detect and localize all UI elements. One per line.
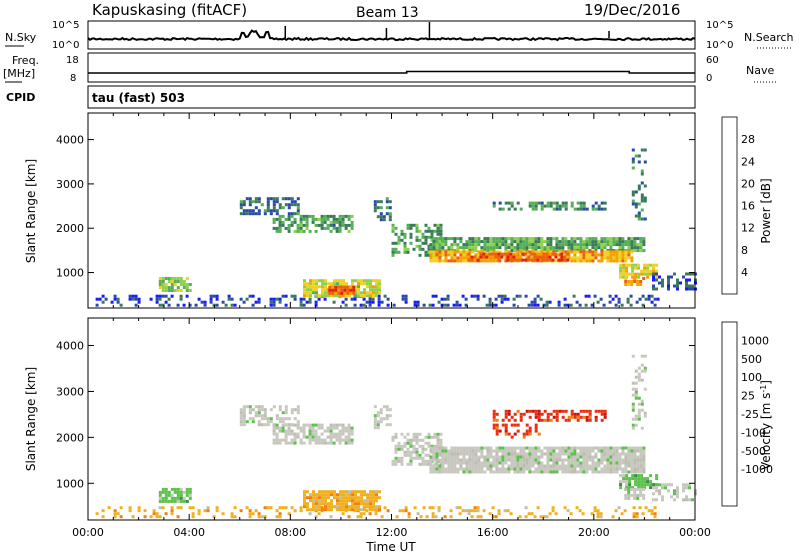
power-echo-region — [239, 197, 300, 216]
velocity-echo-region — [158, 487, 192, 503]
power-echo-region — [492, 201, 607, 211]
x-tick-label: 12:00 — [376, 526, 408, 539]
y-tick-label: 3000 — [56, 385, 84, 398]
power-axes: 1000 2000 3000 4000 — [56, 113, 696, 308]
power-ylabel: Slant Range [km] — [24, 159, 38, 263]
noise-left-tick-top: 10^5 — [52, 20, 79, 31]
freq-tick-top: 18 — [66, 55, 79, 66]
velocity-echo-region — [391, 432, 443, 466]
y-tick-label: 2000 — [56, 222, 84, 235]
colorbar-tick-label: -25 — [741, 408, 759, 421]
velocity-axes: 1000 2000 3000 4000 — [56, 318, 696, 520]
power-echo-region — [391, 223, 443, 257]
date-title: 19/Dec/2016 — [584, 1, 680, 19]
power-echo-region — [272, 214, 354, 233]
x-tick-label: 08:00 — [274, 526, 306, 539]
beam-title: Beam 13 — [356, 5, 419, 21]
cpid-strip: CPID tau (fast) 503 — [6, 85, 696, 109]
noise-sky-trace — [87, 29, 696, 42]
velocity-echo-region — [373, 405, 392, 430]
velocity-echo-region — [272, 423, 354, 445]
x-tick-label: 04:00 — [173, 526, 205, 539]
colorbar-tick-label: 24 — [741, 155, 755, 168]
power-echo-region — [619, 263, 659, 279]
colorbar-tick-label: -500 — [741, 445, 766, 458]
freq-unit-label: [MHz] — [3, 67, 35, 80]
velocity-data-layer — [95, 354, 697, 519]
cpid-text: tau (fast) 503 — [92, 91, 185, 105]
y-tick-label: 4000 — [56, 340, 84, 353]
cpid-label: CPID — [6, 91, 35, 104]
y-tick-label: 1000 — [56, 267, 84, 280]
velocity-colorbar: 1000 500 100 25 -25 -100 -500 -1000 — [721, 321, 773, 507]
power-echo-region — [158, 277, 192, 292]
y-tick-label: 1000 — [56, 477, 84, 490]
colorbar-tick-label: 20 — [741, 177, 755, 190]
velocity-ylabel: Slant Range [km] — [24, 367, 38, 471]
power-echo-region — [467, 252, 570, 262]
y-tick-label: 2000 — [56, 431, 84, 444]
velocity-echo-region — [624, 487, 646, 500]
colorbar-tick-label: -1000 — [741, 463, 773, 476]
power-panel: 1000 2000 3000 4000 Slant Range [km] 4 8 12 16… — [24, 112, 773, 309]
power-echo-region — [429, 237, 646, 253]
velocity-echo-region — [429, 446, 646, 474]
time-axis-label: Time UT — [365, 540, 416, 554]
colorbar-tick-label: -100 — [741, 426, 766, 439]
x-tick-label: 16:00 — [477, 526, 509, 539]
nave-tick-top: 60 — [706, 55, 719, 66]
time-axis: 00:00 04:00 08:00 12:00 16:00 20:00 00:00 — [72, 526, 711, 539]
colorbar-tick-label: 1000 — [741, 334, 769, 347]
velocity-echo-region — [631, 354, 647, 430]
colorbar-tick-label: 100 — [741, 371, 762, 384]
colorbar-tick-label: 8 — [741, 244, 748, 257]
colorbar-tick-label: 28 — [741, 133, 755, 146]
velocity-echo-region — [619, 474, 659, 490]
power-colorbar: 4 8 12 16 20 24 28 — [721, 116, 755, 295]
y-tick-label: 4000 — [56, 134, 84, 147]
freq-tick-bottom: 8 — [70, 73, 76, 84]
noise-search-label: N.Search — [744, 31, 794, 44]
noise-sky-label: N.Sky — [5, 31, 37, 44]
velocity-panel: 1000 2000 3000 4000 Slant Range [km] 1000 50… — [24, 317, 774, 521]
colorbar-tick-label: 4 — [741, 266, 748, 279]
power-echo-region — [631, 148, 647, 221]
colorbar-tick-label: 12 — [741, 222, 755, 235]
power-colorbar-label: Power [dB] — [759, 178, 773, 243]
power-data-layer — [95, 148, 697, 307]
noise-left-tick-bottom: 10^0 — [52, 40, 79, 51]
noise-right-tick-top: 10^5 — [706, 20, 733, 31]
x-tick-label: 00:00 — [679, 526, 711, 539]
velocity-colorbar-label: Velocity [m s-1] — [759, 380, 774, 470]
velocity-echo-region — [492, 409, 607, 422]
power-echo-region — [373, 197, 392, 222]
x-tick-label: 00:00 — [72, 526, 104, 539]
noise-panel: N.Sky 10^5 10^0 10^5 10^0 N.Search — [5, 20, 794, 51]
colorbar-tick-label: 16 — [741, 200, 755, 213]
y-tick-label: 3000 — [56, 178, 84, 191]
power-echo-region — [624, 277, 646, 286]
nave-tick-bottom: 0 — [706, 73, 712, 84]
velocity-echo-region — [492, 423, 541, 439]
power-echo-region — [652, 272, 697, 291]
colorbar-tick-label: 500 — [741, 353, 762, 366]
frequency-panel: Freq. [MHz] 18 8 60 0 Nave — [3, 52, 776, 84]
station-title: Kapuskasing (fitACF) — [92, 1, 247, 19]
velocity-echo-region — [652, 483, 697, 502]
colorbar-tick-label: 25 — [741, 390, 755, 403]
x-tick-label: 20:00 — [578, 526, 610, 539]
noise-right-tick-bottom: 10^0 — [706, 40, 733, 51]
power-echo-region — [328, 285, 356, 295]
nave-label: Nave — [746, 64, 774, 77]
frequency-trace — [88, 70, 695, 74]
velocity-echo-region — [303, 490, 381, 512]
freq-label: Freq. — [12, 54, 39, 67]
velocity-echo-region — [239, 405, 300, 427]
